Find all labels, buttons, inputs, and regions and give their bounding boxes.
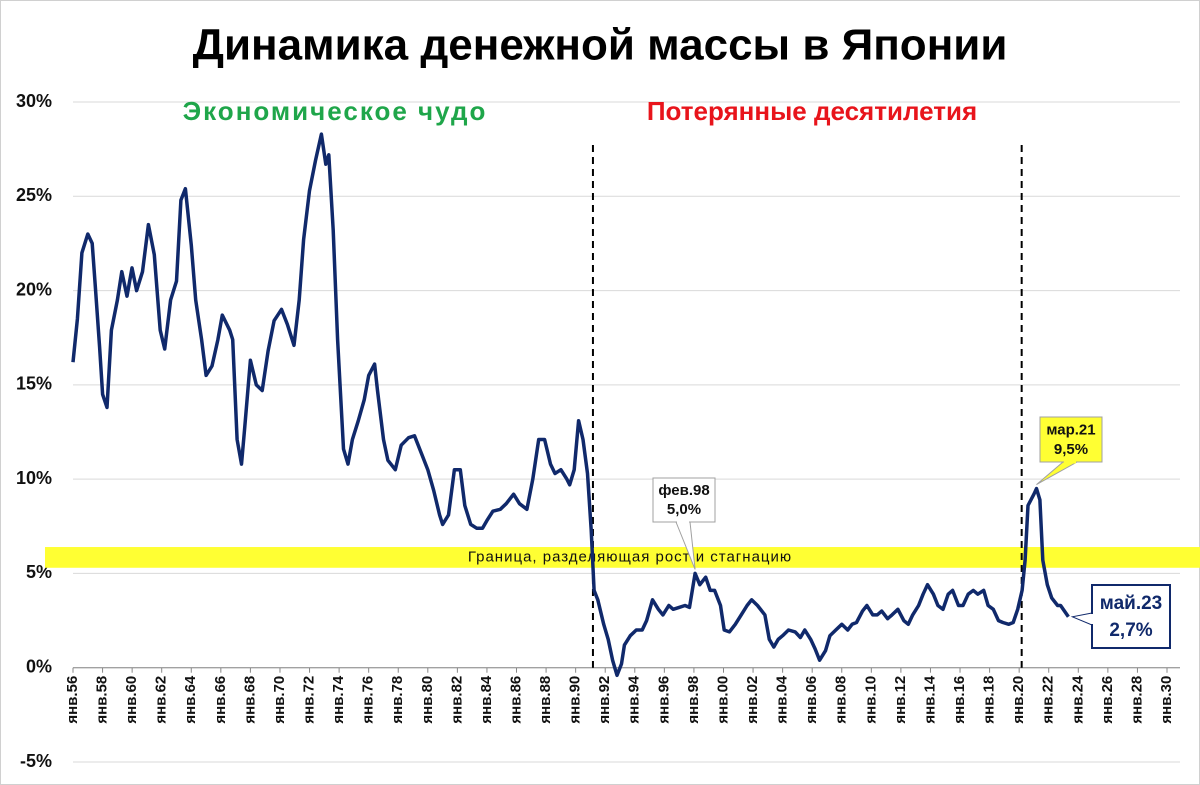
x-tick-label: янв.22 [1040, 676, 1057, 724]
x-tick-label: янв.78 [389, 676, 406, 724]
x-tick-label: янв.28 [1128, 676, 1145, 724]
x-tick-label: янв.06 [803, 676, 820, 724]
period-label: Экономическое чудо [183, 96, 488, 126]
callout-box [652, 477, 716, 523]
callout-date: мар.21 [1046, 421, 1095, 438]
x-tick-label: янв.18 [981, 676, 998, 724]
x-tick-label: янв.24 [1069, 675, 1086, 724]
x-tick-label: янв.96 [655, 676, 672, 724]
callout-box [1039, 416, 1103, 463]
callout-value: 2,7% [1109, 620, 1152, 641]
x-tick-label: янв.98 [685, 676, 702, 724]
y-tick-label: 25% [16, 185, 52, 205]
x-tick-label: янв.62 [153, 676, 170, 724]
y-tick-label: -5% [20, 751, 52, 771]
x-tick-label: янв.74 [330, 675, 347, 724]
y-tick-label: 0% [26, 656, 52, 676]
x-tick-label: янв.10 [862, 676, 879, 724]
x-tick-label: янв.80 [419, 676, 436, 724]
x-tick-label: янв.86 [507, 676, 524, 724]
x-tick-label: янв.82 [448, 676, 465, 724]
x-tick-label: янв.76 [360, 676, 377, 724]
x-tick-label: янв.16 [951, 676, 968, 724]
x-tick-label: янв.90 [567, 676, 584, 724]
x-tick-label: янв.72 [301, 676, 318, 724]
x-tick-label: янв.70 [271, 676, 288, 724]
chart-title: Динамика денежной массы в Японии [193, 21, 1008, 70]
x-tick-label: янв.66 [212, 676, 229, 724]
callout-box [1091, 584, 1171, 649]
callout-date: май.23 [1100, 593, 1162, 614]
x-tick-label: янв.88 [537, 676, 554, 724]
x-tick-label: янв.14 [921, 675, 938, 724]
callout-value: 9,5% [1054, 441, 1088, 458]
x-tick-label: янв.56 [64, 676, 81, 724]
x-tick-label: янв.20 [1010, 676, 1027, 724]
x-tick-label: янв.64 [182, 675, 199, 724]
x-tick-label: янв.12 [892, 676, 909, 724]
callout-date: фев.98 [658, 482, 709, 499]
band-label: Граница, разделяющая рост и стагнацию [468, 548, 792, 565]
stagnation-band [45, 547, 1200, 568]
x-tick-label: янв.58 [94, 676, 111, 724]
x-tick-label: янв.08 [833, 676, 850, 724]
x-tick-label: янв.92 [596, 676, 613, 724]
x-tick-label: янв.30 [1158, 676, 1175, 724]
y-tick-label: 20% [16, 279, 52, 299]
x-tick-label: янв.68 [241, 676, 258, 724]
period-label: Потерянные десятилетия [647, 96, 977, 126]
y-tick-label: 10% [16, 468, 52, 488]
x-tick-label: янв.60 [123, 676, 140, 724]
x-tick-label: янв.02 [744, 676, 761, 724]
x-tick-label: янв.26 [1099, 676, 1116, 724]
y-tick-label: 15% [16, 374, 52, 394]
x-tick-label: янв.94 [626, 675, 643, 724]
x-tick-label: янв.00 [714, 676, 731, 724]
data-line [71, 132, 1070, 678]
callout-value: 5,0% [667, 501, 701, 518]
x-tick-label: янв.04 [774, 675, 791, 724]
y-tick-label: 30% [16, 91, 52, 111]
x-tick-label: янв.84 [478, 675, 495, 724]
